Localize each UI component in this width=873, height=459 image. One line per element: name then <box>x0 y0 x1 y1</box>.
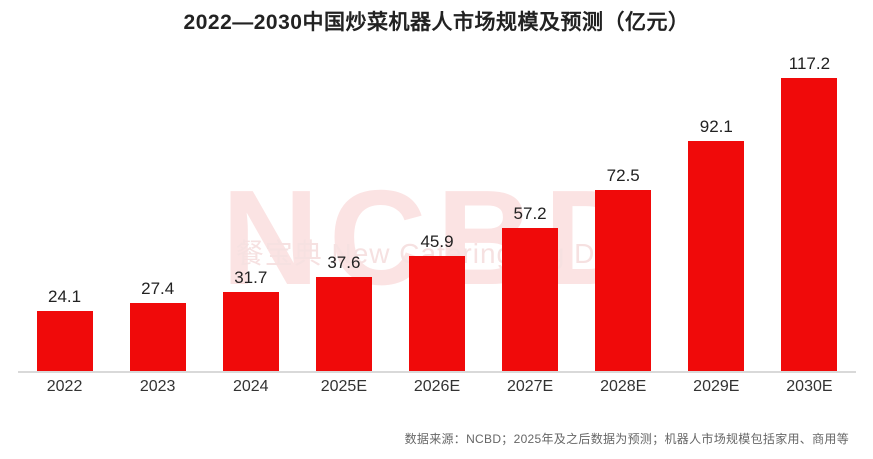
bar-value-label: 24.1 <box>48 287 82 306</box>
bar-value-label: 37.6 <box>327 253 361 272</box>
bar-value-label: 57.2 <box>513 204 547 223</box>
x-tick-label: 2027E <box>506 378 554 395</box>
x-tick-label: 2025E <box>320 378 367 395</box>
x-tick-label: 2022 <box>46 378 83 395</box>
bar-group: 57.2 <box>484 46 577 371</box>
plot-area: 24.1 27.4 31.7 37.6 45.9 57.2 <box>18 46 856 371</box>
bar-group: 31.7 <box>204 46 297 371</box>
chart-title: 2022—2030中国炒菜机器人市场规模及预测（亿元） <box>183 11 690 34</box>
bar-value-label: 117.2 <box>788 54 831 73</box>
bar-rect[interactable] <box>315 277 372 371</box>
bar-rect[interactable] <box>595 190 652 371</box>
bar-value-label: 92.1 <box>699 117 733 136</box>
bar-rect[interactable] <box>36 311 93 371</box>
bar-value-label: 72.5 <box>606 166 640 185</box>
x-tick-label: 2029E <box>693 378 740 395</box>
bar-rect[interactable] <box>222 292 279 371</box>
x-axis-line <box>18 371 856 373</box>
bar-rect[interactable] <box>408 256 465 371</box>
bar-value-label: 31.7 <box>234 268 268 287</box>
bar-group: 27.4 <box>111 46 204 371</box>
bar-rect[interactable] <box>129 303 186 371</box>
x-tick-label: 2023 <box>139 378 176 395</box>
bar-group: 45.9 <box>390 46 483 371</box>
bar-group: 117.2 <box>763 46 856 371</box>
bar-group: 72.5 <box>577 46 670 371</box>
x-tick-label: 2026E <box>413 378 461 395</box>
bar-rect[interactable] <box>502 228 559 371</box>
bar-rect[interactable] <box>688 141 745 371</box>
x-tick-label: 2028E <box>600 378 647 395</box>
bar-group: 92.1 <box>670 46 763 371</box>
bar-value-label: 45.9 <box>420 232 454 251</box>
x-tick-label: 2030E <box>786 378 833 395</box>
x-axis-labels: 2022 2023 2024 2025E 2026E 2027E 2028E 2… <box>18 378 856 404</box>
x-tick-label: 2024 <box>232 378 269 395</box>
source-note: 数据来源：NCBD；2025年及之后数据为预测；机器人市场规模包括家用、商用等 <box>404 432 849 446</box>
bar-rect[interactable] <box>781 78 838 371</box>
bar-group: 37.6 <box>297 46 390 371</box>
bar-group: 24.1 <box>18 46 111 371</box>
bar-value-label: 27.4 <box>141 279 175 298</box>
bar-series: 24.1 27.4 31.7 37.6 45.9 57.2 <box>18 46 856 371</box>
